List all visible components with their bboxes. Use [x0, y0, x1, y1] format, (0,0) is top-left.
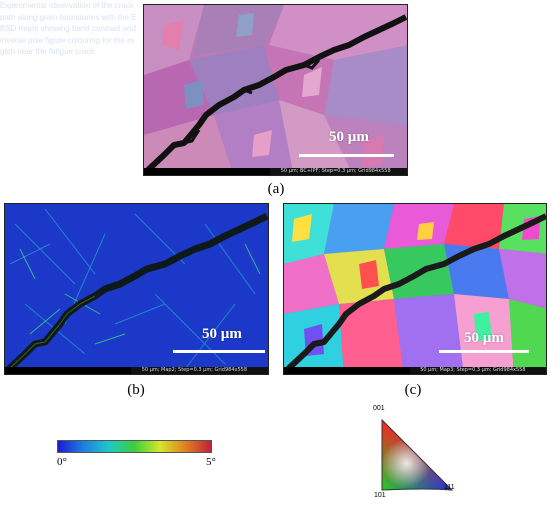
info-bar-b: 50 µm; Map2; Step=0.3 µm; Grid984x558: [5, 367, 268, 374]
ebsd-image-a: [144, 5, 407, 175]
info-bar-c: 50 µm; Map3; Step=0.3 µm; Grid984x558: [284, 367, 546, 374]
caption-c: (c): [404, 382, 422, 398]
ipf-label-111: 111: [444, 484, 455, 491]
colorbar-max-label: 5°: [206, 456, 216, 468]
ebsd-map-b: 50 µm 50 µm; Map2; Step=0.3 µm; Grid984x…: [4, 203, 269, 375]
scale-label-b: 50 µm: [202, 326, 242, 342]
ipf-outline: [381, 418, 454, 491]
ipf-triangle-legend: [381, 418, 454, 491]
scale-label-c: 50 µm: [464, 330, 504, 346]
ipf-label-001: 001: [373, 405, 385, 412]
ebsd-map-a: 50 µm 50 µm; BC+IPF; Step=0.3 µm; Grid98…: [143, 4, 408, 176]
caption-a: (a): [267, 181, 285, 197]
scale-label-a: 50 µm: [329, 129, 369, 145]
ebsd-image-b: [5, 204, 268, 374]
caption-b: (b): [127, 382, 145, 398]
ebsd-image-c: [284, 204, 546, 374]
scale-bar-a: [299, 154, 394, 157]
background-text: Experimental observation of the crack pa…: [0, 1, 137, 56]
ipf-label-101: 101: [374, 492, 386, 499]
colorbar-min-label: 0°: [57, 456, 67, 468]
ebsd-map-c: 50 µm 50 µm; Map3; Step=0.3 µm; Grid984x…: [283, 203, 547, 375]
misorientation-colorbar: [57, 440, 212, 453]
scale-bar-c: [439, 350, 529, 353]
scale-bar-b: [173, 350, 265, 353]
info-bar-a: 50 µm; BC+IPF; Step=0.3 µm; Grid984x558: [144, 168, 407, 175]
